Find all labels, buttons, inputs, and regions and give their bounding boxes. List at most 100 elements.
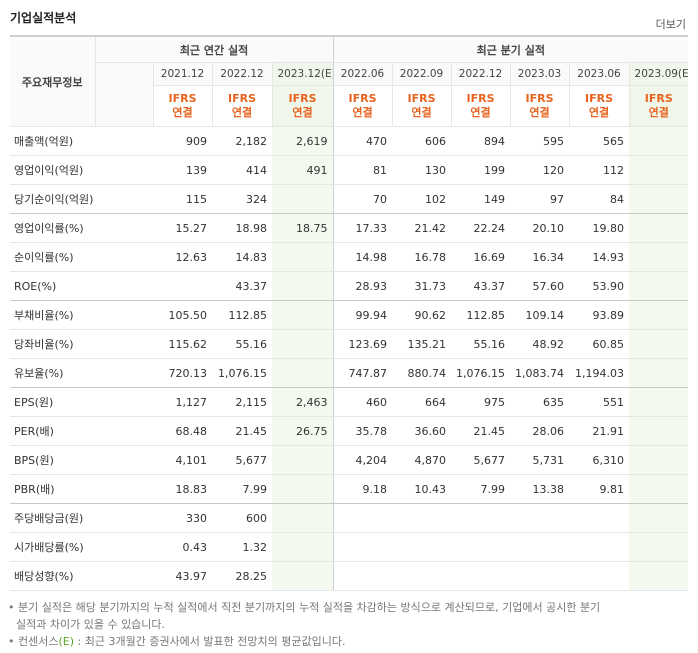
value-cell: 635 — [510, 387, 570, 417]
basis: 연결 — [588, 106, 610, 119]
value-cell: 1,194.03 — [569, 358, 630, 388]
value-cell — [392, 532, 452, 562]
value-cell — [629, 387, 689, 417]
data-row: 시가배당률(%) 0.43 1.32 — [10, 532, 689, 562]
value-cell: 22.24 — [451, 213, 511, 243]
value-cell: 414 — [212, 155, 272, 185]
value-cell: 5,731 — [510, 445, 570, 475]
data-row: PBR(배) 18.83 7.99 9.18 10.43 7.99 13.38 9.81 — [10, 474, 689, 504]
row-label: 영업이익률(%) — [10, 213, 153, 243]
value-cell: 12.63 — [153, 242, 212, 272]
group-header: 최근 연간 실적 — [94, 35, 334, 63]
value-cell: 4,870 — [392, 445, 452, 475]
value-cell: 15.27 — [153, 213, 212, 243]
standard-header: IFRS 연결 — [628, 85, 689, 127]
value-cell: 0.43 — [153, 532, 212, 562]
value-cell: 2,115 — [212, 387, 272, 417]
standard-header: IFRS 연결 — [391, 85, 452, 127]
value-cell: 112.85 — [212, 300, 272, 330]
value-cell: 115.62 — [153, 329, 212, 359]
value-cell: 6,310 — [569, 445, 630, 475]
value-cell — [629, 300, 689, 330]
value-cell: 595 — [510, 126, 570, 156]
row-label: PBR(배) — [10, 474, 153, 504]
value-cell: 18.83 — [153, 474, 212, 504]
value-cell: 747.87 — [332, 358, 393, 388]
row-label: ROE(%) — [10, 271, 153, 301]
value-cell — [272, 561, 334, 591]
value-cell: 7.99 — [451, 474, 511, 504]
standard: IFRS — [288, 92, 317, 105]
value-cell: 21.42 — [392, 213, 452, 243]
note-prefix: 컨센서스 — [18, 635, 59, 648]
value-cell: 99.94 — [332, 300, 393, 330]
value-cell — [629, 213, 689, 243]
value-cell: 36.60 — [392, 416, 452, 446]
data-row: ROE(%) 43.37 28.93 31.73 43.37 57.60 53.90 — [10, 271, 689, 301]
value-cell: 102 — [392, 184, 452, 214]
value-cell — [629, 445, 689, 475]
value-cell: 551 — [569, 387, 630, 417]
row-label: 당기순이익(억원) — [10, 184, 153, 214]
value-cell: 606 — [392, 126, 452, 156]
standard-header: IFRS 연결 — [152, 85, 212, 127]
value-cell: 5,677 — [451, 445, 511, 475]
value-cell: 28.93 — [332, 271, 393, 301]
value-cell — [569, 561, 630, 591]
row-label: 매출액(억원) — [10, 126, 153, 156]
value-cell: 135.21 — [392, 329, 452, 359]
value-cell — [629, 242, 689, 272]
value-cell: 115 — [153, 184, 212, 214]
value-cell: 16.78 — [392, 242, 452, 272]
value-cell — [272, 445, 334, 475]
notes: • 분기 실적은 해당 분기까지의 누적 실적에서 직전 분기까지의 누적 실적… — [6, 599, 606, 650]
data-row: 부채비율(%) 105.50 112.85 99.94 90.62 112.85 109.1… — [10, 300, 689, 330]
value-cell — [569, 532, 630, 562]
value-cell: 7.99 — [212, 474, 272, 504]
note: • 분기 실적은 해당 분기까지의 누적 실적에서 직전 분기까지의 누적 실적… — [8, 601, 601, 631]
standard: IFRS — [228, 92, 256, 105]
value-cell — [272, 329, 334, 359]
value-cell: 14.83 — [212, 242, 272, 272]
value-cell: 21.45 — [212, 416, 272, 446]
value-cell: 460 — [332, 387, 393, 417]
value-cell: 18.75 — [272, 213, 334, 243]
more-link[interactable]: 더보기 — [655, 18, 686, 31]
standard-header: IFRS 연결 — [509, 85, 570, 127]
value-cell: 21.91 — [569, 416, 630, 446]
value-cell: 112.85 — [451, 300, 511, 330]
value-cell: 130 — [392, 155, 452, 185]
data-row: 유보율(%) 720.13 1,076.15 747.87 880.74 1,076.15… — [10, 358, 689, 388]
standard: IFRS — [466, 92, 495, 105]
row-label: 시가배당률(%) — [10, 532, 153, 562]
standard: IFRS — [585, 92, 614, 105]
value-cell: 70 — [332, 184, 393, 214]
value-cell: 43.37 — [212, 271, 272, 301]
data-row: 매출액(억원) 909 2,182 2,619 470 606 894 595 565 — [10, 126, 689, 156]
value-cell: 330 — [153, 503, 212, 533]
value-cell: 9.18 — [332, 474, 393, 504]
value-cell — [272, 532, 334, 562]
header-row: 주요재무정보 최근 연간 실적 최근 분기 실적 — [10, 35, 689, 127]
value-cell: 4,101 — [153, 445, 212, 475]
value-cell: 120 — [510, 155, 570, 185]
value-cell: 68.48 — [153, 416, 212, 446]
value-cell: 1,127 — [153, 387, 212, 417]
value-cell: 35.78 — [332, 416, 393, 446]
value-cell — [629, 126, 689, 156]
value-cell: 123.69 — [332, 329, 393, 359]
value-cell: 1,083.74 — [510, 358, 570, 388]
note: • 컨센서스(E) : 최근 3개월간 증권사에서 발표한 전망치의 평균값입니… — [8, 635, 346, 648]
row-label: 유보율(%) — [10, 358, 153, 388]
value-cell — [451, 561, 511, 591]
value-cell: 1,076.15 — [451, 358, 511, 388]
value-cell: 28.06 — [510, 416, 570, 446]
data-row: 당기순이익(억원) 115 324 70 102 149 97 84 — [10, 184, 689, 214]
data-row: 당좌비율(%) 115.62 55.16 123.69 135.21 55.16 48.92… — [10, 329, 689, 359]
value-cell: 16.69 — [451, 242, 511, 272]
value-cell: 1,076.15 — [212, 358, 272, 388]
data-row: 배당성향(%) 43.97 28.25 — [10, 561, 689, 591]
value-cell: 18.98 — [212, 213, 272, 243]
date-header: 2023.03 — [509, 62, 570, 86]
